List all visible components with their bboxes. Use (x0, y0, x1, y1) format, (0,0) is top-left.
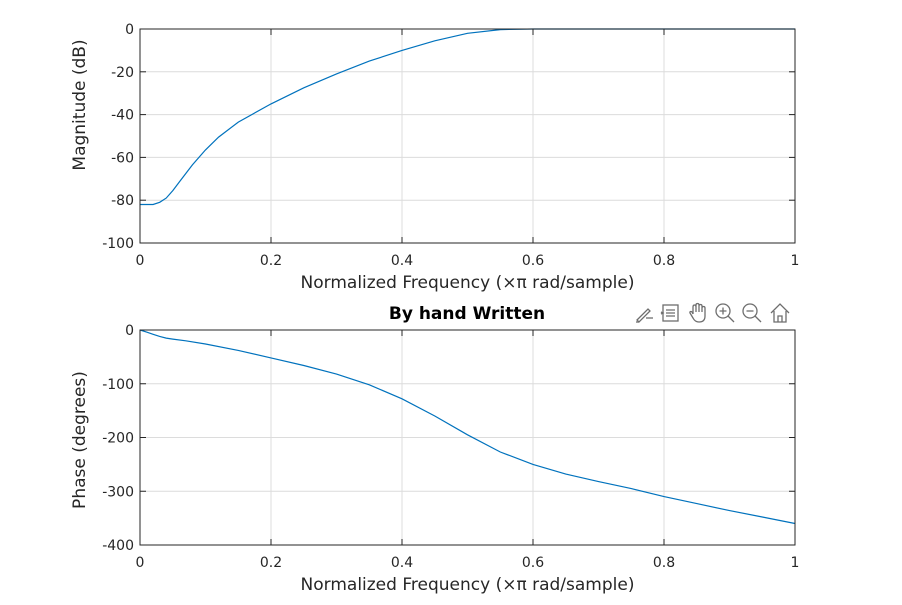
y-tick-label: -100 (102, 236, 134, 252)
x-tick-label: 0.4 (391, 253, 413, 269)
zoom-in-icon[interactable] (714, 302, 736, 324)
axes-box (139, 28, 796, 244)
phase-plot: 0 0.2 0.4 0.6 0.8 1 0 -100 -200 -300 -400 Normalize… (70, 323, 799, 595)
y-tick-label: -300 (102, 484, 134, 500)
y-tick-label: 0 (125, 22, 134, 38)
plot-area (140, 29, 795, 243)
y-axis-label: Magnitude (dB) (70, 39, 90, 170)
x-tick-label: 0.2 (260, 555, 282, 571)
x-axis-label: Normalized Frequency (×π rad/sample) (301, 273, 635, 293)
home-icon[interactable] (769, 302, 791, 324)
x-tick-label: 0 (136, 253, 145, 269)
y-tick-label: -40 (111, 108, 134, 124)
y-tick-label: -60 (111, 150, 134, 166)
x-tick-label: 1 (791, 253, 800, 269)
series-line (139, 329, 796, 525)
x-tick-label: 0.6 (522, 253, 544, 269)
x-axis-label-unit: (×π rad/sample) (496, 575, 635, 595)
y-tick-label: -20 (111, 65, 134, 81)
x-tick-label: 0.2 (260, 253, 282, 269)
x-tick-label: 0.8 (653, 253, 675, 269)
y-tick-label: -100 (102, 377, 134, 393)
phase-plot-title: By hand Written (389, 304, 545, 324)
axes-toolbar (634, 302, 791, 324)
x-tick-label: 0.8 (653, 555, 675, 571)
zoom-out-icon[interactable] (741, 302, 763, 324)
x-axis-label-unit: (×π rad/sample) (496, 273, 635, 293)
x-axis-label-main: Normalized Frequency (301, 575, 496, 595)
brush-icon[interactable] (634, 303, 654, 323)
y-axis-label: Phase (degrees) (70, 371, 90, 509)
datatip-icon[interactable] (660, 303, 680, 323)
y-tick-label: 0 (125, 323, 134, 339)
x-tick-label: 0 (136, 555, 145, 571)
y-tick-label: -400 (102, 538, 134, 554)
y-tick-label: -80 (111, 193, 134, 209)
x-tick-label: 1 (791, 555, 800, 571)
x-axis-label: Normalized Frequency (×π rad/sample) (301, 575, 635, 595)
x-tick-label: 0.4 (391, 555, 413, 571)
magnitude-plot: 0 0.2 0.4 0.6 0.8 1 0 -20 -40 -60 -80 -100 Normalize… (70, 22, 799, 293)
y-tick-label: -200 (102, 431, 134, 447)
x-axis-label-main: Normalized Frequency (301, 273, 496, 293)
pan-hand-icon[interactable] (687, 302, 709, 324)
x-tick-label: 0.6 (522, 555, 544, 571)
